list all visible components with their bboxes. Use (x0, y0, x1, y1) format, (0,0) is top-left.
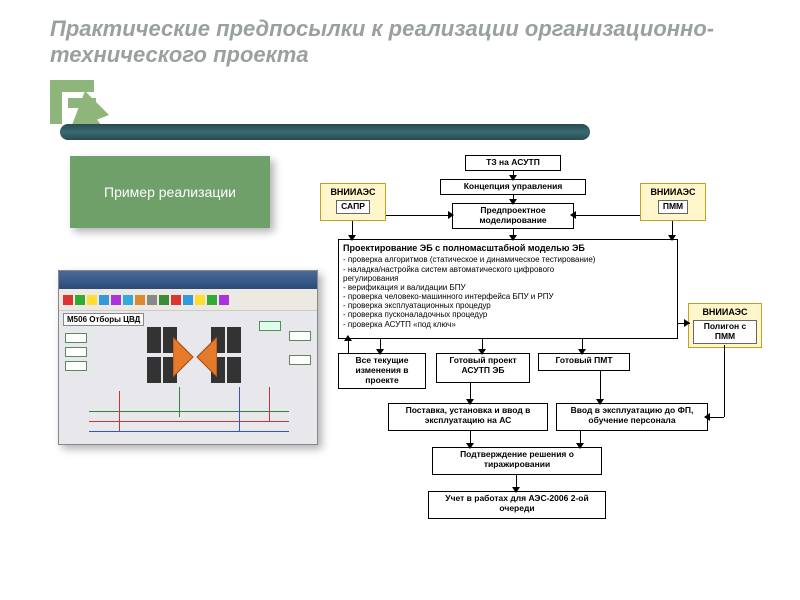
box-ready-pmt: Готовый ПМТ (538, 353, 630, 371)
flowchart: ТЗ на АСУТП Концепция управления Предпро… (280, 155, 780, 595)
box-design-head: Проектирование ЭБ с полномасштабной моде… (343, 243, 585, 253)
box-changes: Все текущие изменения в проекте (338, 353, 426, 389)
thumb-panel-label: М506 Отборы ЦВД (63, 313, 144, 326)
box-concept: Концепция управления (440, 179, 586, 195)
org3-tag: Полигон с ПММ (693, 320, 757, 344)
org-pmm: ВНИИАЭС ПММ (640, 183, 706, 221)
divider-bar (60, 124, 590, 140)
org3-head: ВНИИАЭС (693, 307, 757, 317)
box-aes2006: Учет в работах для АЭС-2006 2-ой очереди (428, 491, 606, 519)
org2-tag: ПММ (658, 200, 688, 214)
box-tz: ТЗ на АСУТП (465, 155, 561, 171)
box-premodel: Предпроектное моделирование (452, 203, 574, 229)
box-supply: Поставка, установка и ввод в эксплуатаци… (388, 403, 548, 431)
box-ready-proj: Готовый проект АСУТП ЭБ (436, 353, 530, 383)
box-commission: Ввод в эксплуатацию до ФП, обучение перс… (556, 403, 708, 431)
org-sapr: ВНИИАЭС САПР (320, 183, 386, 221)
slide-title: Практические предпосылки к реализации ор… (50, 16, 780, 69)
box-design: Проектирование ЭБ с полномасштабной моде… (338, 239, 678, 339)
example-card-label: Пример реализации (104, 184, 236, 200)
box-confirm: Подтверждение решения о тиражировании (432, 447, 602, 475)
software-screenshot: М506 Отборы ЦВД (58, 270, 318, 445)
example-card: Пример реализации (70, 156, 270, 228)
org1-tag: САПР (336, 200, 370, 214)
org1-head: ВНИИАЭС (325, 187, 381, 197)
org2-head: ВНИИАЭС (645, 187, 701, 197)
org-polygon: ВНИИАЭС Полигон с ПММ (688, 303, 762, 348)
box-design-lines: - проверка алгоритмов (статическое и дин… (343, 255, 673, 329)
